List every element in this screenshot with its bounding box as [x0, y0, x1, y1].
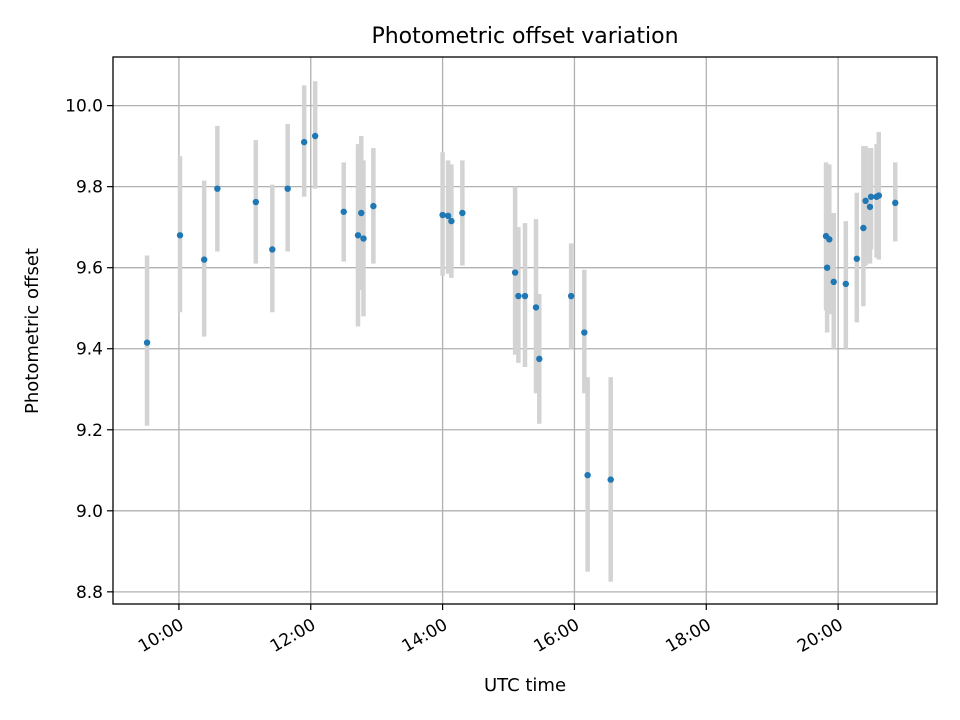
plot-frame — [112, 56, 938, 605]
y-tick-label: 10.0 — [65, 97, 103, 117]
data-point — [439, 211, 446, 219]
data-point — [358, 209, 365, 217]
x-axis-label: UTC time — [484, 675, 566, 696]
data-points — [143, 132, 899, 483]
data-point — [826, 236, 833, 243]
data-point — [511, 269, 519, 276]
data-point — [311, 132, 319, 140]
data-point — [300, 138, 308, 146]
data-point — [830, 278, 837, 286]
data-point — [853, 255, 860, 262]
data-point — [340, 208, 347, 215]
data-point — [584, 471, 591, 479]
data-point — [444, 212, 452, 220]
data-point — [252, 198, 260, 206]
data-point — [567, 292, 575, 300]
data-point — [370, 202, 377, 210]
grid-lines — [113, 57, 937, 604]
data-point — [448, 217, 455, 225]
y-tick-label: 9.2 — [76, 421, 103, 441]
data-point — [823, 264, 831, 271]
y-tick-label: 9.0 — [76, 502, 103, 522]
data-point — [581, 329, 588, 336]
y-tick-label: 8.8 — [76, 583, 103, 603]
data-point — [842, 280, 850, 288]
data-point — [360, 235, 367, 242]
data-point — [607, 476, 614, 483]
data-point — [284, 185, 291, 192]
data-point — [200, 256, 208, 263]
y-axis-ticks: 8.8 9.0 9.2 9.4 9.6 9.8 10.0 — [65, 97, 113, 603]
data-point — [867, 193, 875, 200]
data-point — [532, 304, 540, 311]
y-axis-label: Photometric offset — [22, 248, 43, 414]
data-point — [354, 232, 362, 239]
data-point — [459, 209, 466, 217]
data-point — [860, 224, 867, 232]
data-point — [862, 197, 869, 205]
data-point — [866, 203, 874, 211]
y-tick-label: 9.8 — [76, 178, 103, 198]
chart-title: Photometric offset variation — [371, 24, 678, 49]
data-point — [214, 185, 221, 192]
data-point — [521, 292, 529, 300]
data-point — [875, 192, 882, 199]
y-tick-label: 9.6 — [76, 259, 103, 279]
data-point — [515, 292, 522, 300]
data-point — [892, 199, 899, 207]
data-point — [536, 355, 543, 363]
data-point — [143, 339, 151, 346]
y-tick-label: 9.4 — [76, 340, 103, 360]
data-point — [176, 232, 184, 239]
data-point — [269, 246, 276, 253]
